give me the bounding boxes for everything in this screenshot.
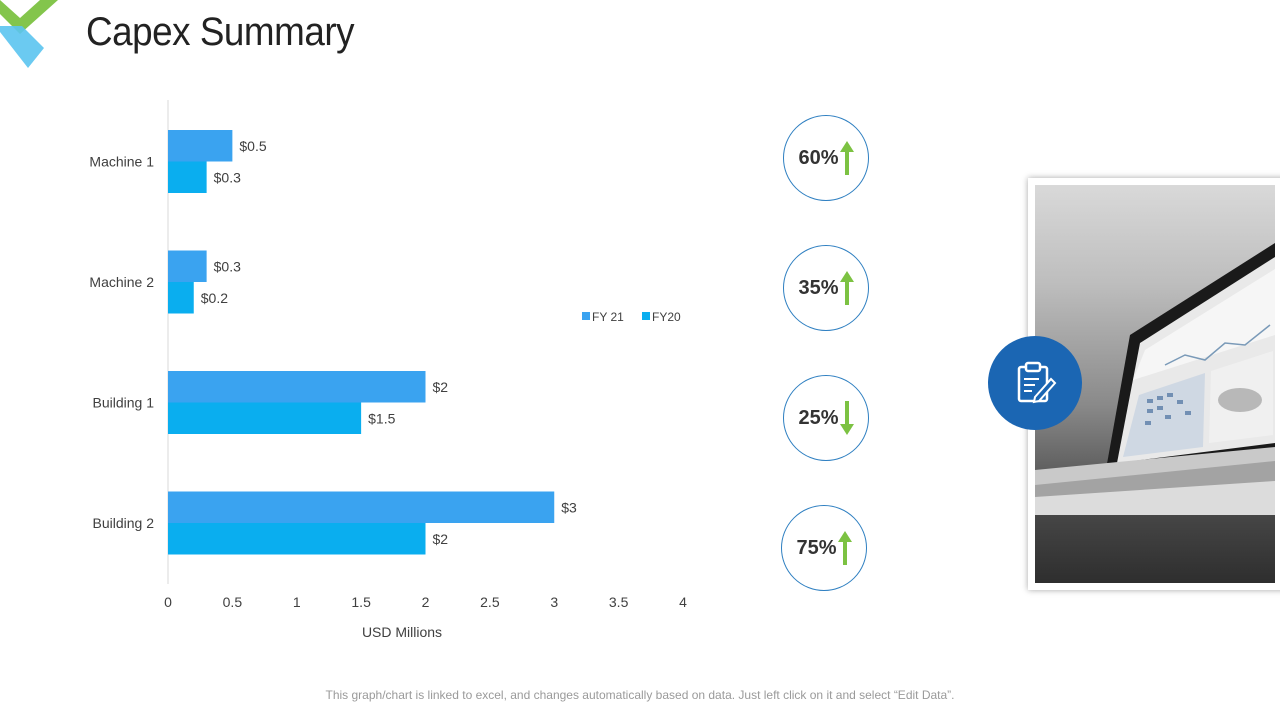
data-label: $2	[433, 531, 449, 547]
legend-label: FY 21	[592, 310, 624, 324]
x-tick-label: 2	[422, 594, 430, 610]
data-label: $2	[433, 379, 449, 395]
laptop-illustration	[1035, 243, 1275, 515]
bar-fy21	[168, 130, 233, 162]
brand-logo	[0, 0, 58, 68]
category-label: Building 2	[93, 515, 155, 531]
x-tick-label: 4	[679, 594, 687, 610]
kpi-circle-3: 25%	[783, 375, 869, 461]
bar-fy21	[168, 250, 207, 282]
kpi-circle-1: 60%	[783, 115, 869, 201]
bar-fy20	[168, 523, 426, 555]
x-tick-label: 0	[164, 594, 172, 610]
x-tick-label: 1	[293, 594, 301, 610]
clipboard-edit-icon	[1017, 361, 1057, 404]
legend-swatch	[582, 312, 590, 320]
x-tick-label: 0.5	[223, 594, 243, 610]
bar-fy20	[168, 282, 194, 314]
category-label: Machine 1	[89, 154, 154, 170]
page-title: Capex Summary	[86, 10, 355, 54]
data-label: $3	[561, 499, 577, 515]
data-label: $0.3	[214, 258, 241, 274]
footnote: This graph/chart is linked to excel, and…	[325, 688, 955, 702]
x-tick-label: 2.5	[480, 594, 500, 610]
kpi-circle-4: 75%	[781, 505, 867, 591]
bar-fy20	[168, 402, 362, 434]
clipboard-edit-badge	[988, 336, 1082, 430]
laptop-photo-frame	[1028, 178, 1280, 590]
legend-label: FY20	[652, 310, 681, 324]
category-label: Building 1	[93, 395, 155, 411]
kpi-value: 75%	[796, 536, 837, 559]
legend-swatch	[642, 312, 650, 320]
kpi-value: 35%	[798, 276, 839, 299]
x-axis-title: USD Millions	[362, 624, 442, 640]
category-label: Machine 2	[89, 274, 154, 290]
data-label: $1.5	[368, 410, 395, 426]
arrow-down-icon	[839, 401, 854, 435]
arrow-up-icon	[839, 141, 854, 175]
laptop-photo	[1035, 185, 1275, 583]
kpi-value: 25%	[798, 406, 839, 429]
x-tick-label: 3.5	[609, 594, 629, 610]
kpi-circle-2: 35%	[783, 245, 869, 331]
bar-fy21	[168, 371, 426, 403]
data-label: $0.5	[239, 138, 266, 154]
bar-fy21	[168, 491, 555, 523]
capex-bar-chart: Machine 1 $0.5 $0.3 Machine 2 $0.3 $0.2 Buildi…	[89, 100, 687, 640]
x-tick-label: 1.5	[351, 594, 371, 610]
kpi-value: 60%	[798, 146, 839, 169]
arrow-up-icon	[837, 531, 852, 565]
x-tick-label: 3	[550, 594, 558, 610]
data-label: $0.2	[201, 290, 228, 306]
arrow-up-icon	[839, 271, 854, 305]
bar-fy20	[168, 161, 207, 193]
data-label: $0.3	[214, 169, 241, 185]
